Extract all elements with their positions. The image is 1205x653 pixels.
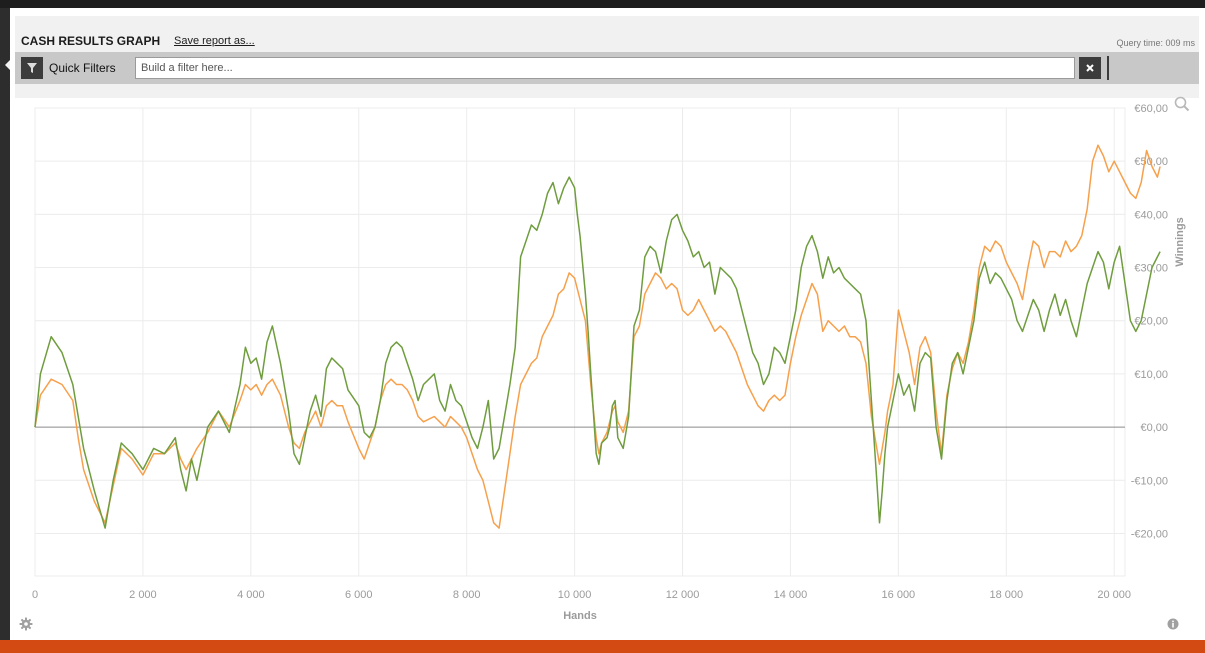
x-tick-label: 6 000 bbox=[345, 589, 373, 601]
query-time: Query time: 009 ms bbox=[1116, 38, 1195, 48]
x-tick-label: 16 000 bbox=[882, 589, 916, 601]
filter-bar-divider bbox=[1107, 56, 1109, 80]
left-side-rail bbox=[0, 8, 11, 640]
magnifier-icon bbox=[1174, 96, 1190, 112]
series-line-green bbox=[34, 176, 1161, 529]
y-tick-label: -€10,00 bbox=[1131, 475, 1168, 487]
filter-input[interactable] bbox=[135, 57, 1075, 79]
plot-frame bbox=[34, 107, 1126, 577]
y-tick-label: €40,00 bbox=[1134, 209, 1168, 221]
y-tick-label: €0,00 bbox=[1140, 422, 1168, 434]
bottom-accent-bar bbox=[0, 640, 1205, 653]
y-tick-label: €20,00 bbox=[1134, 316, 1168, 328]
close-x-icon bbox=[1086, 64, 1094, 72]
collapse-arrow-icon[interactable] bbox=[5, 59, 11, 71]
report-panel: CASH RESULTS GRAPH Save report as... Que… bbox=[10, 8, 1205, 640]
filter-button[interactable] bbox=[21, 57, 43, 79]
zoom-button[interactable] bbox=[1174, 96, 1190, 117]
x-tick-label: 14 000 bbox=[774, 589, 808, 601]
quick-filters-label: Quick Filters bbox=[49, 61, 116, 75]
x-tick-label: 0 bbox=[32, 589, 38, 601]
report-header: CASH RESULTS GRAPH Save report as... Que… bbox=[15, 16, 1199, 98]
y-axis-title: Winnings bbox=[1174, 217, 1186, 266]
clear-filter-button[interactable] bbox=[1079, 57, 1101, 79]
y-tick-label: €10,00 bbox=[1134, 369, 1168, 381]
x-tick-label: 18 000 bbox=[989, 589, 1023, 601]
quick-filter-bar: Quick Filters bbox=[15, 52, 1199, 84]
y-tick-label: -€20,00 bbox=[1131, 528, 1168, 540]
y-tick-label: €60,00 bbox=[1134, 103, 1168, 115]
x-tick-label: 12 000 bbox=[666, 589, 700, 601]
report-title: CASH RESULTS GRAPH bbox=[21, 34, 161, 48]
x-tick-label: 8 000 bbox=[453, 589, 481, 601]
x-tick-label: 4 000 bbox=[237, 589, 265, 601]
x-axis-title: Hands bbox=[563, 610, 597, 622]
x-tick-label: 2 000 bbox=[129, 589, 157, 601]
cash-results-chart: 0 2 000 4 000 6 000 8 000 10 000 12 000 14 000 1… bbox=[32, 103, 1186, 622]
window-top-bar bbox=[0, 0, 1205, 8]
x-tick-label: 20 000 bbox=[1097, 589, 1131, 601]
series-line-orange bbox=[34, 144, 1161, 529]
save-report-link[interactable]: Save report as... bbox=[174, 35, 255, 47]
settings-button[interactable] bbox=[19, 617, 33, 636]
filter-funnel-icon bbox=[27, 63, 37, 73]
gear-icon bbox=[19, 617, 33, 631]
info-button[interactable] bbox=[1167, 617, 1179, 635]
x-tick-label: 10 000 bbox=[558, 589, 592, 601]
info-icon bbox=[1167, 618, 1179, 630]
